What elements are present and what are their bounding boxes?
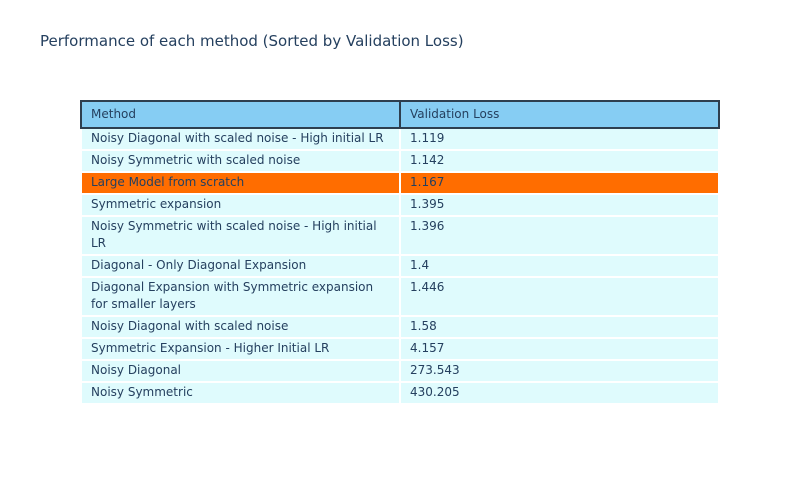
method-cell: Symmetric expansion bbox=[80, 193, 401, 217]
method-cell: Noisy Symmetric bbox=[80, 381, 401, 405]
method-cell: Noisy Diagonal bbox=[80, 359, 401, 383]
validation-loss-cell: 4.157 bbox=[399, 337, 720, 361]
validation-loss-cell: 1.142 bbox=[399, 149, 720, 173]
validation-loss-cell: 1.119 bbox=[399, 127, 720, 151]
validation-loss-cell: 1.446 bbox=[399, 276, 720, 317]
method-cell: Large Model from scratch bbox=[80, 171, 401, 195]
method-cell: Noisy Diagonal with scaled noise - High … bbox=[80, 127, 401, 151]
validation-loss-cell: 1.4 bbox=[399, 254, 720, 278]
method-cell: Diagonal - Only Diagonal Expansion bbox=[80, 254, 401, 278]
table-row: Noisy Diagonal 273.543 bbox=[80, 359, 720, 383]
validation-loss-cell: 1.396 bbox=[399, 215, 720, 256]
table-row: Noisy Symmetric with scaled noise 1.142 bbox=[80, 149, 720, 173]
method-cell: Noisy Symmetric with scaled noise bbox=[80, 149, 401, 173]
validation-loss-cell: 1.395 bbox=[399, 193, 720, 217]
table-row: Symmetric expansion 1.395 bbox=[80, 193, 720, 217]
table-body: Noisy Diagonal with scaled noise - High … bbox=[80, 127, 720, 405]
column-header-validation-loss: Validation Loss bbox=[399, 100, 720, 129]
header-row: Method Validation Loss bbox=[80, 100, 720, 129]
validation-loss-cell: 430.205 bbox=[399, 381, 720, 405]
table-row: Diagonal - Only Diagonal Expansion 1.4 bbox=[80, 254, 720, 278]
table-row: Diagonal Expansion with Symmetric expans… bbox=[80, 276, 720, 317]
method-cell: Diagonal Expansion with Symmetric expans… bbox=[80, 276, 401, 317]
column-header-method: Method bbox=[80, 100, 401, 129]
method-cell: Symmetric Expansion - Higher Initial LR bbox=[80, 337, 401, 361]
table-header: Method Validation Loss bbox=[80, 100, 720, 129]
method-cell: Noisy Diagonal with scaled noise bbox=[80, 315, 401, 339]
table-row: Symmetric Expansion - Higher Initial LR 4… bbox=[80, 337, 720, 361]
validation-loss-cell: 273.543 bbox=[399, 359, 720, 383]
validation-loss-cell: 1.58 bbox=[399, 315, 720, 339]
method-cell: Noisy Symmetric with scaled noise - High… bbox=[80, 215, 401, 256]
page-title: Performance of each method (Sorted by Va… bbox=[40, 32, 464, 50]
table-row-highlighted: Large Model from scratch 1.167 bbox=[80, 171, 720, 195]
table-row: Noisy Symmetric 430.205 bbox=[80, 381, 720, 405]
table-row: Noisy Diagonal with scaled noise - High … bbox=[80, 127, 720, 151]
performance-table: Method Validation Loss Noisy Diagonal wi… bbox=[80, 100, 720, 405]
table-row: Noisy Diagonal with scaled noise 1.58 bbox=[80, 315, 720, 339]
validation-loss-cell: 1.167 bbox=[399, 171, 720, 195]
table-row: Noisy Symmetric with scaled noise - High… bbox=[80, 215, 720, 256]
